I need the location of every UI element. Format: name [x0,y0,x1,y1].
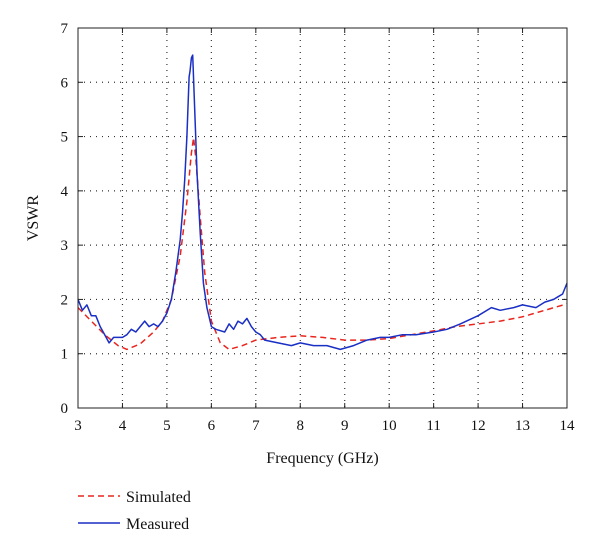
y-tick-label: 6 [61,75,69,91]
legend: Simulated Measured [78,489,191,533]
y-axis-title: VSWR [25,195,42,242]
series-line-measured [77,54,568,351]
x-tick-label: 10 [382,418,397,434]
x-axis-title: Frequency (GHz) [266,450,378,467]
x-tick-label: 7 [252,418,260,434]
y-tick-label: 2 [61,292,69,308]
y-tick-label: 0 [61,401,69,417]
y-tick-label: 4 [61,184,69,200]
y-tick-label: 7 [61,21,69,37]
x-tick-label: 14 [560,418,576,434]
x-tick-label: 6 [208,418,216,434]
x-tick-label: 11 [426,418,440,434]
legend-label-simulated: Simulated [126,489,191,506]
x-tick-label: 13 [515,418,530,434]
x-tick-label: 8 [297,418,305,434]
plot-frame [77,27,568,409]
x-tick-label: 12 [471,418,486,434]
x-tick-label: 5 [163,418,171,434]
tick-marks [77,27,568,409]
x-tick-labels: 3 4 5 6 7 8 9 10 11 12 13 14 [74,418,575,434]
x-tick-label: 9 [341,418,349,434]
x-tick-label: 4 [119,418,127,434]
series-layer [77,54,568,351]
y-tick-label: 1 [61,347,69,363]
legend-label-measured: Measured [126,516,189,533]
y-tick-label: 5 [61,130,69,146]
y-tick-labels: 0 1 2 3 4 5 6 7 [61,21,69,417]
x-tick-label: 3 [74,418,82,434]
y-tick-label: 3 [61,238,69,254]
series-line-simulated [77,136,568,351]
